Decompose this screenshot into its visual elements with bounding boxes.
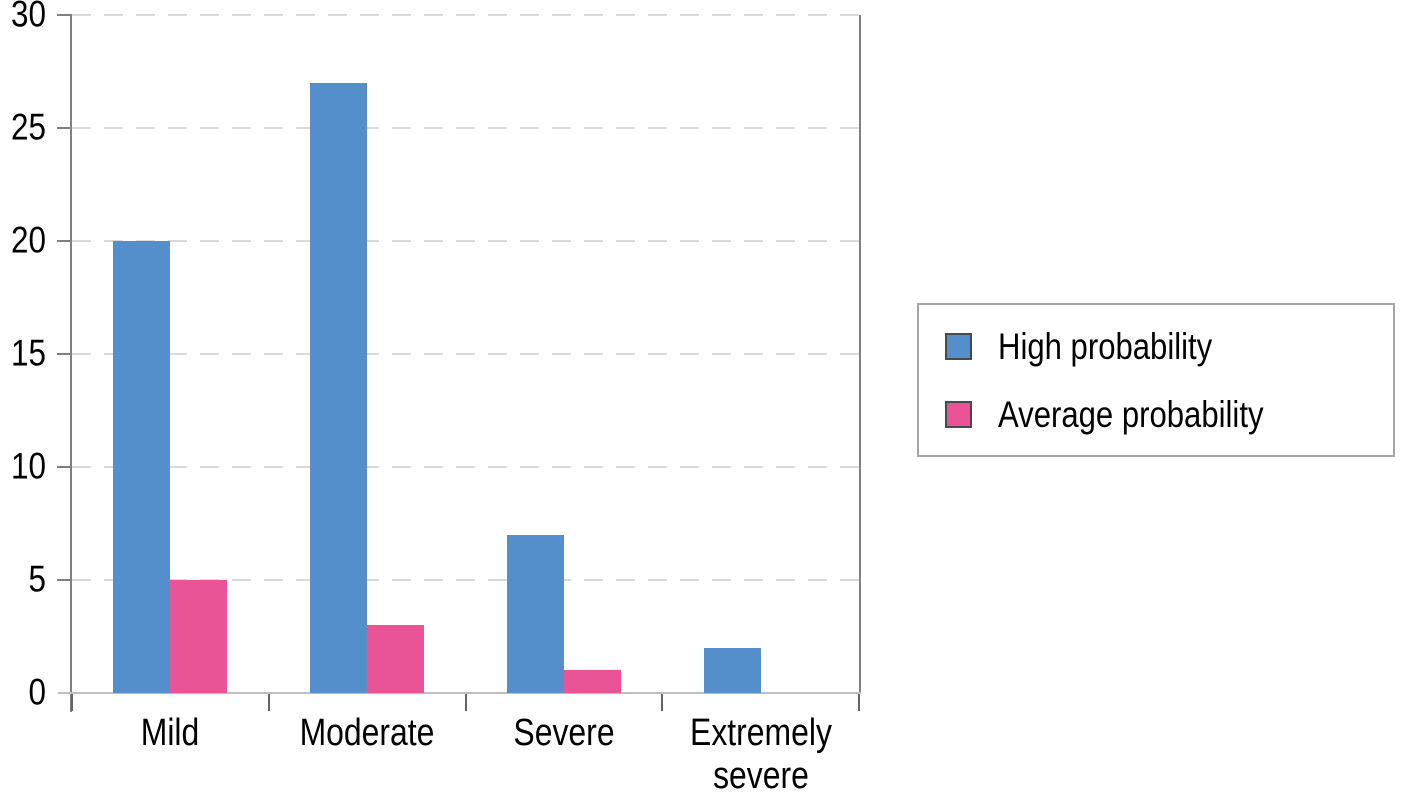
x-axis	[58, 692, 861, 694]
gridline-20	[72, 240, 859, 242]
legend-label-average-probability: Average probability	[998, 393, 1264, 435]
gridline-15	[72, 353, 859, 355]
y-axis	[70, 15, 72, 712]
y-axis-tick-25	[57, 127, 72, 129]
plot-right-border	[859, 15, 861, 693]
y-axis-tick-5	[57, 579, 72, 581]
y-axis-tick-20	[57, 240, 72, 242]
gridline-5	[72, 579, 859, 581]
bar-high-probability-severe	[506, 534, 564, 693]
bar-average-probability-moderate	[367, 625, 425, 693]
x-axis-label-moderate: Moderate	[299, 712, 435, 754]
bar-high-probability-moderate	[310, 82, 368, 693]
y-axis-label-25: 25	[11, 106, 46, 148]
x-axis-label-mild: Mild	[141, 712, 200, 754]
y-axis-label-30: 30	[11, 0, 46, 35]
x-axis-tick-1	[267, 694, 270, 711]
legend: High probability Average probability	[917, 303, 1395, 457]
y-axis-label-20: 20	[11, 219, 46, 261]
legend-label-high-probability: High probability	[998, 325, 1213, 367]
y-axis-tick-15	[57, 353, 72, 355]
bar-average-probability-severe	[563, 670, 621, 693]
x-axis-label-extremely-severe: Extremely severe	[689, 712, 832, 797]
legend-swatch-average-probability	[945, 400, 972, 428]
bar-high-probability-extremely-severe	[703, 647, 761, 693]
bar-high-probability-mild	[113, 241, 171, 693]
x-axis-tick-3	[661, 694, 664, 711]
x-axis-tick-0	[71, 694, 73, 711]
x-axis-tick-2	[464, 694, 467, 711]
y-axis-tick-30	[57, 14, 72, 16]
y-axis-label-15: 15	[11, 332, 46, 374]
y-axis-label-0: 0	[28, 671, 46, 713]
gridline-30	[72, 14, 859, 16]
legend-item-average-probability: Average probability	[945, 393, 1393, 436]
legend-item-high-probability: High probability	[945, 325, 1393, 368]
y-axis-label-5: 5	[28, 558, 46, 600]
y-axis-label-10: 10	[11, 445, 46, 487]
x-axis-label-severe: Severe	[513, 712, 615, 754]
y-axis-tick-10	[57, 466, 72, 468]
legend-swatch-high-probability	[945, 332, 972, 360]
gridline-25	[72, 127, 859, 129]
gridline-10	[72, 466, 859, 468]
bar-average-probability-mild	[170, 580, 228, 693]
x-axis-tick-4	[858, 694, 860, 711]
